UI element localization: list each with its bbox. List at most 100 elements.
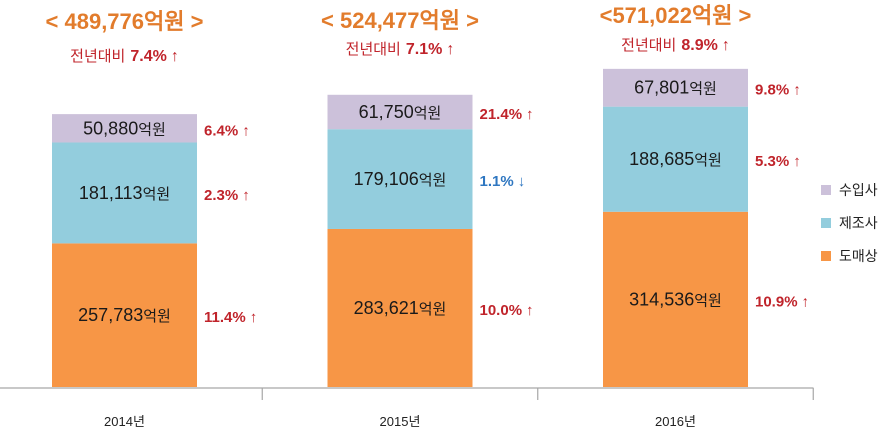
bar-segment-importer-2015 xyxy=(327,94,473,130)
up-arrow-icon: ↑ xyxy=(793,82,801,99)
yoy-prefix: 전년대비 xyxy=(70,48,125,65)
legend-swatch-importer xyxy=(821,185,831,195)
bar-segment-importer-2014 xyxy=(52,114,197,143)
total-annotations: < 489,776억원 > 전년대비 7.4% ↑ < 524,477억원 > 전년대비 7… xyxy=(46,3,752,65)
value-unit: 억원 xyxy=(419,172,447,189)
value-label-wholesaler-2016: 314,536억원 xyxy=(629,289,722,309)
value-number: 188,685 xyxy=(629,149,694,169)
up-arrow-icon: ↑ xyxy=(722,37,730,54)
change-label-manufacturer-2016: 5.3% ↑ xyxy=(755,153,801,170)
change-percent: 11.4% xyxy=(204,309,246,326)
total-yoy-label-2015: 전년대비 7.1% ↑ xyxy=(346,41,455,58)
change-percent: 9.8% xyxy=(755,82,789,99)
legend-label-importer: 수입사 xyxy=(839,182,878,198)
legend-label-manufacturer: 제조사 xyxy=(839,215,878,231)
up-arrow-icon: ↑ xyxy=(793,153,801,170)
value-unit: 억원 xyxy=(143,186,171,203)
bar-segment-manufacturer-2014 xyxy=(52,142,197,244)
x-tick-label-2014: 2014년 xyxy=(104,414,145,429)
change-label-wholesaler-2015: 10.0% ↑ xyxy=(480,302,534,319)
value-label-manufacturer-2014: 181,113억원 xyxy=(79,183,170,203)
total-label-2015: < 524,477억원 > xyxy=(321,8,479,33)
change-percent: 10.9% xyxy=(755,293,798,310)
change-label-manufacturer-2014: 2.3% ↑ xyxy=(204,187,250,204)
up-arrow-icon: ↑ xyxy=(250,309,258,326)
yoy-percent: 8.9% xyxy=(681,37,717,54)
change-percent: 10.0% xyxy=(480,302,523,319)
x-tick-label-2016: 2016년 xyxy=(655,414,696,429)
bar-segment-wholesaler-2016 xyxy=(603,211,748,387)
change-percent: 6.4% xyxy=(204,122,238,139)
change-percent: 5.3% xyxy=(755,153,789,170)
bar-stack-2015 xyxy=(327,94,473,387)
yoy-prefix: 전년대비 xyxy=(346,41,401,58)
bar-stack-2016 xyxy=(603,68,748,387)
value-label-manufacturer-2015: 179,106억원 xyxy=(354,169,447,189)
total-label-2016: <571,022억원 > xyxy=(600,3,752,28)
value-number: 50,880 xyxy=(83,118,138,138)
legend-item-manufacturer: 제조사 xyxy=(821,215,878,231)
bar-segment-manufacturer-2016 xyxy=(603,106,748,212)
bar-segment-manufacturer-2015 xyxy=(327,129,473,229)
value-unit: 억원 xyxy=(694,292,722,309)
value-number: 67,801 xyxy=(634,78,689,98)
legend-swatch-wholesaler xyxy=(821,251,831,261)
value-label-wholesaler-2014: 257,783억원 xyxy=(78,305,171,325)
legend: 수입사 제조사 도매상 xyxy=(821,182,878,281)
legend-item-importer: 수입사 xyxy=(821,182,878,198)
yoy-prefix: 전년대비 xyxy=(621,37,676,54)
value-number: 179,106 xyxy=(354,169,419,189)
change-label-importer-2014: 6.4% ↑ xyxy=(204,122,250,139)
bar-stack-2014 xyxy=(52,114,197,387)
up-arrow-icon: ↑ xyxy=(802,293,810,310)
down-arrow-icon: ↓ xyxy=(518,173,526,190)
value-label-wholesaler-2015: 283,621억원 xyxy=(354,298,447,318)
value-number: 314,536 xyxy=(629,289,694,309)
x-axis: 2014년 2015년 2016년 xyxy=(0,387,814,429)
value-label-importer-2015: 61,750억원 xyxy=(359,102,442,122)
change-label-wholesaler-2016: 10.9% ↑ xyxy=(755,293,809,310)
up-arrow-icon: ↑ xyxy=(171,48,179,65)
x-tick-label-2015: 2015년 xyxy=(380,414,421,429)
value-label-importer-2014: 50,880억원 xyxy=(83,118,166,138)
legend-item-wholesaler: 도매상 xyxy=(821,248,878,264)
up-arrow-icon: ↑ xyxy=(526,106,534,123)
up-arrow-icon: ↑ xyxy=(446,41,454,58)
value-unit: 억원 xyxy=(143,308,171,325)
total-yoy-label-2014: 전년대비 7.4% ↑ xyxy=(70,48,179,65)
change-percent: 21.4% xyxy=(480,106,523,123)
bar-segment-importer-2016 xyxy=(603,68,748,107)
up-arrow-icon: ↑ xyxy=(526,302,534,319)
up-arrow-icon: ↑ xyxy=(242,187,250,204)
change-label-importer-2016: 9.8% ↑ xyxy=(755,82,801,99)
value-number: 283,621 xyxy=(354,298,419,318)
value-unit: 억원 xyxy=(694,152,722,169)
change-percent: 1.1% xyxy=(480,173,514,190)
value-unit: 억원 xyxy=(414,105,442,122)
value-label-manufacturer-2016: 188,685억원 xyxy=(629,149,722,169)
value-unit: 억원 xyxy=(689,81,717,98)
change-percent: 2.3% xyxy=(204,187,238,204)
value-number: 181,113 xyxy=(79,183,143,203)
data-labels: 257,783억원 11.4% ↑181,113억원 2.3% ↑50,880억원 6.4… xyxy=(78,78,809,326)
value-unit: 억원 xyxy=(419,301,447,318)
value-number: 61,750 xyxy=(359,102,414,122)
legend-swatch-manufacturer xyxy=(821,218,831,228)
yoy-percent: 7.4% xyxy=(130,48,166,65)
bar-segment-wholesaler-2015 xyxy=(327,228,473,387)
bars xyxy=(52,68,748,387)
yoy-percent: 7.1% xyxy=(406,41,442,58)
change-label-importer-2015: 21.4% ↑ xyxy=(480,106,534,123)
bar-segment-wholesaler-2014 xyxy=(52,243,197,387)
value-number: 257,783 xyxy=(78,305,143,325)
change-label-manufacturer-2015: 1.1% ↓ xyxy=(480,173,526,190)
total-yoy-label-2016: 전년대비 8.9% ↑ xyxy=(621,37,730,54)
up-arrow-icon: ↑ xyxy=(242,122,250,139)
change-label-wholesaler-2014: 11.4% ↑ xyxy=(204,309,257,326)
total-label-2014: < 489,776억원 > xyxy=(46,9,204,34)
value-label-importer-2016: 67,801억원 xyxy=(634,78,717,98)
value-unit: 억원 xyxy=(138,121,166,138)
legend-label-wholesaler: 도매상 xyxy=(839,248,878,264)
